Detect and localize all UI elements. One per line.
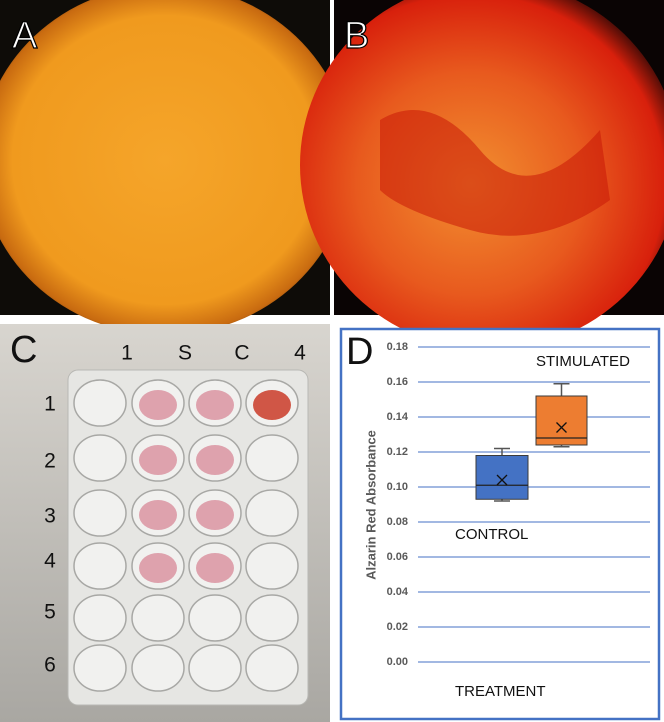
y-tick-label: 0.10	[387, 481, 408, 493]
stained-well	[196, 390, 234, 420]
stained-well	[253, 390, 291, 420]
well	[73, 644, 127, 692]
y-tick-label: 0.08	[387, 516, 408, 528]
well	[245, 434, 299, 482]
panel-label: B	[344, 15, 369, 57]
panel-label: C	[10, 329, 37, 371]
column-label: C	[234, 342, 249, 365]
y-tick-label: 0.06	[387, 551, 408, 563]
well	[245, 489, 299, 537]
well	[73, 434, 127, 482]
well	[188, 644, 242, 692]
y-tick-label: 0.00	[387, 656, 408, 668]
stained-well	[139, 553, 177, 583]
row-label: 6	[44, 654, 56, 677]
panel-label: D	[346, 331, 373, 373]
y-tick-label: 0.12	[387, 446, 408, 458]
chart-frame	[339, 327, 661, 721]
well	[131, 644, 185, 692]
mean-marker	[556, 422, 567, 433]
well	[245, 644, 299, 692]
series-label: STIMULATED	[536, 353, 630, 370]
well	[73, 379, 127, 427]
y-tick-label: 0.14	[387, 411, 409, 423]
y-tick-label: 0.04	[387, 586, 409, 598]
column-label: 4	[294, 342, 306, 365]
stained-well	[139, 390, 177, 420]
well	[245, 542, 299, 590]
row-label: 4	[44, 550, 56, 573]
series-label: CONTROL	[455, 526, 528, 543]
column-label: S	[178, 342, 192, 365]
well	[245, 594, 299, 642]
well	[73, 542, 127, 590]
row-label: 3	[44, 505, 56, 528]
stained-well	[139, 500, 177, 530]
well	[73, 594, 127, 642]
micrograph-a	[0, 0, 350, 335]
column-label: 1	[121, 342, 133, 365]
wells	[73, 379, 299, 692]
box	[535, 395, 588, 446]
stained-well	[139, 445, 177, 475]
y-tick-label: 0.18	[387, 341, 408, 353]
x-axis-title: TREATMENT	[455, 683, 546, 700]
y-tick-label: 0.16	[387, 376, 408, 388]
mean-marker	[496, 474, 508, 486]
panel-label: A	[12, 15, 38, 57]
well	[131, 594, 185, 642]
well	[188, 594, 242, 642]
y-tick-label: 0.02	[387, 621, 408, 633]
stained-well	[196, 500, 234, 530]
box	[475, 455, 529, 500]
y-axis-title: Alzarin Red Absorbance	[363, 430, 378, 580]
stained-well	[196, 553, 234, 583]
row-label: 5	[44, 601, 56, 624]
stained-well	[196, 445, 234, 475]
row-label: 1	[44, 393, 56, 416]
row-label: 2	[44, 450, 56, 473]
stain	[380, 110, 610, 236]
well	[73, 489, 127, 537]
